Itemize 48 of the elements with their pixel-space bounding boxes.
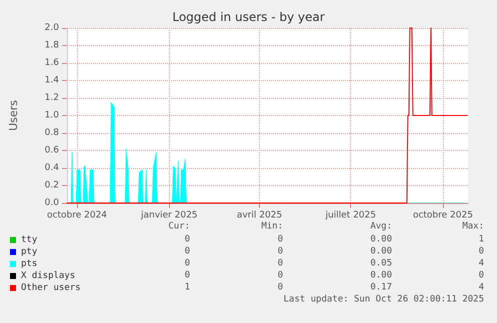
text: 0.00 xyxy=(370,234,392,244)
y-tick-label: 1.4 xyxy=(44,76,60,86)
text: 0 xyxy=(278,234,283,244)
text: 0 xyxy=(278,246,283,256)
x-tick-label: avril 2025 xyxy=(236,210,282,220)
y-tick-label: 1.0 xyxy=(44,110,60,120)
x-tick-label: janvier 2025 xyxy=(140,210,198,220)
x-tick-label: octobre 2024 xyxy=(47,210,108,220)
text: 4 xyxy=(478,282,484,292)
text: 0 xyxy=(278,270,283,280)
y-tick-label: 1.8 xyxy=(44,40,60,50)
text: Min: xyxy=(261,222,283,232)
legend-label: Other users xyxy=(21,283,81,293)
text: Max: xyxy=(462,222,484,232)
y-tick-label: 0.6 xyxy=(44,146,60,156)
text: 0 xyxy=(184,258,190,268)
y-tick-label: 1.2 xyxy=(44,93,59,103)
text: 0 xyxy=(478,246,484,256)
chart-title: Logged in users - by year xyxy=(172,10,325,24)
legend-label: pts xyxy=(21,259,38,269)
text: Last update: Sun Oct 26 02:00:11 2025 xyxy=(284,294,484,304)
y-tick-label: 1.6 xyxy=(44,58,60,68)
legend-label: pty xyxy=(21,247,38,257)
y-tick-label: 0.0 xyxy=(44,198,60,208)
text: 0 xyxy=(184,270,190,280)
y-axis-title: Users xyxy=(7,100,20,131)
y-tick-label: 0.4 xyxy=(44,163,60,173)
legend-label: tty xyxy=(21,235,38,245)
text: 0 xyxy=(478,270,484,280)
text: 1 xyxy=(184,282,190,292)
y-tick-label: 2.0 xyxy=(44,23,60,33)
text: 0.00 xyxy=(370,270,392,280)
y-tick-label: 0.2 xyxy=(44,180,59,190)
text: Cur: xyxy=(168,222,190,232)
text: 0 xyxy=(184,234,190,244)
text: 0.05 xyxy=(370,258,392,268)
text: 4 xyxy=(478,258,484,268)
text: 0 xyxy=(184,246,190,256)
text: 0.00 xyxy=(370,246,392,256)
legend-label: X displays xyxy=(21,271,76,281)
text: Avg: xyxy=(370,222,392,232)
text: 0 xyxy=(278,282,283,292)
text: 0 xyxy=(278,258,283,268)
text: 1 xyxy=(478,234,484,244)
y-tick-label: 0.8 xyxy=(44,128,60,138)
x-tick-label: juillet 2025 xyxy=(324,210,376,220)
x-tick-label: octobre 2025 xyxy=(412,210,473,220)
text: 0.17 xyxy=(370,282,392,292)
